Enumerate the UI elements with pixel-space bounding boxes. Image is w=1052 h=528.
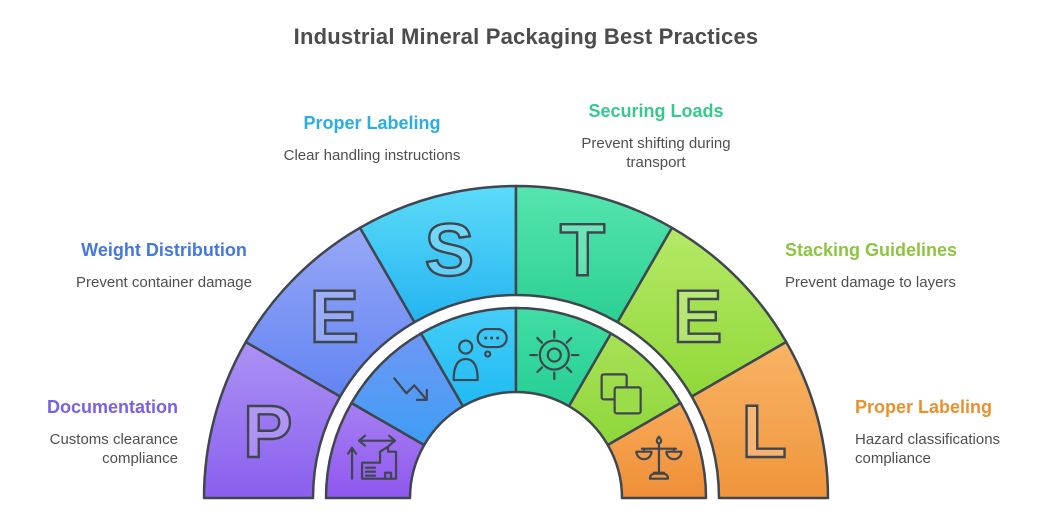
arch-outer-segment-proper-labeling-hazard [690,340,830,500]
arch-ring-outer: PES TEL [202,184,830,500]
callout-title: Documentation [46,397,178,417]
callout-subtitle: Customs clearance compliance [49,430,178,467]
callout-subtitle: Prevent shifting during transport [581,134,731,171]
page-title: Industrial Mineral Packaging Best Practi… [293,24,759,49]
person-thinking-icon [452,327,508,382]
segment-letter-E: E [310,275,359,358]
callout-documentation: Documentation Customs clearance complian… [8,397,178,468]
callout-title: Proper Labeling [303,113,441,133]
callout-securing-loads: Securing Loads Prevent shifting during t… [556,101,756,172]
balance-scale-icon [635,435,683,480]
callout-subtitle: Clear handling instructions [283,146,461,164]
callout-proper-labeling-hazard: Proper Labeling Hazard classifications c… [855,397,1030,468]
sun-icon [529,329,580,381]
segment-letter-T: T [560,208,605,291]
factory-expansion-icon [346,434,398,480]
trend-down-arrow-icon [393,377,428,401]
callout-title: Proper Labeling [855,397,993,417]
layered-squares-icon [600,373,642,415]
segment-letter-E: E [673,275,722,358]
segment-letter-L: L [742,390,787,473]
callout-subtitle: Prevent damage to layers [785,273,956,291]
callout-title: Weight Distribution [81,240,247,260]
segment-letter-P: P [243,390,292,473]
arch-inner-segment-proper-labeling-hazard [606,401,708,500]
callout-title: Securing Loads [588,101,724,121]
callout-subtitle: Hazard classifications compliance [855,430,1001,467]
callout-proper-labeling-handling: Proper Labeling Clear handling instructi… [242,113,502,166]
arch-ring-inner [324,306,708,500]
callout-stacking-guidelines: Stacking Guidelines Prevent damage to la… [785,240,1015,293]
callout-weight-distribution: Weight Distribution Prevent container da… [34,240,294,293]
callout-subtitle: Prevent container damage [76,273,252,291]
segment-letter-S: S [425,208,474,291]
callout-title: Stacking Guidelines [785,240,958,260]
